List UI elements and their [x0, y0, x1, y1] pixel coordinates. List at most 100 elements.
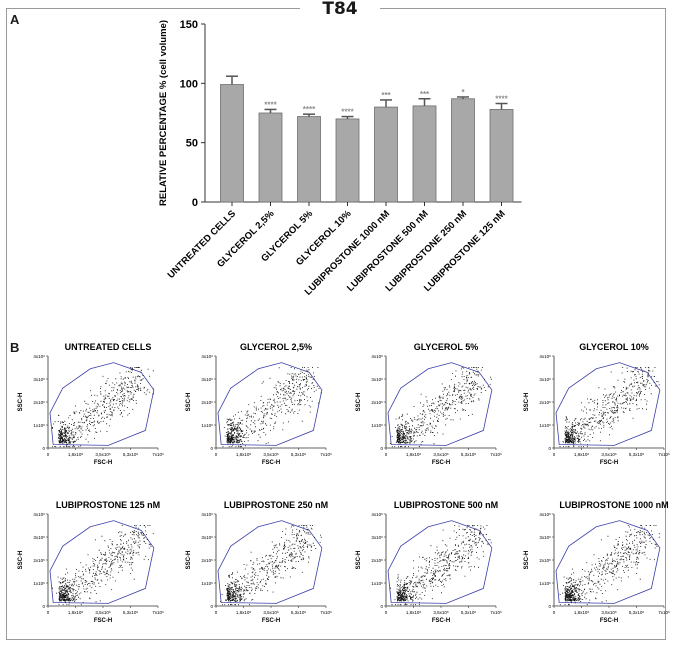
scatter-panel: LUBIPROSTONE 125 nM 0 1x10⁶ 2x10⁶ 3x10⁶ 4x10⁶…: [18, 500, 164, 624]
scatter-y-tick-label: 1x10⁶: [371, 423, 383, 428]
scatter-y-tick-label: 4x10⁶: [539, 354, 551, 359]
scatter-x-tick-label: 7x10⁶: [320, 452, 332, 457]
scatter-events: [220, 525, 322, 606]
y-tick-label: 100: [180, 78, 198, 90]
gate-polygon: [217, 362, 323, 446]
scatter-x-tick-label: 3,5x10⁶: [601, 452, 617, 457]
scatter-title: LUBIPROSTONE 1000 nM: [559, 500, 668, 510]
significance-label: ****: [495, 95, 508, 104]
scatter-y-tick-label: 0: [548, 604, 551, 609]
scatter-y-tick-label: 0: [210, 446, 213, 451]
scatter-x-tick-label: 1,8x10⁶: [236, 610, 252, 615]
scatter-x-label: FSC-H: [94, 618, 112, 624]
scatter-x-tick-label: 3,5x10⁶: [263, 610, 279, 615]
scatter-y-tick-label: 4x10⁶: [201, 512, 213, 517]
scatter-title: LUBIPROSTONE 125 nM: [56, 500, 160, 510]
scatter-y-tick-label: 4x10⁶: [33, 512, 45, 517]
scatter-title: LUBIPROSTONE 250 nM: [224, 500, 328, 510]
scatter-y-tick-label: 0: [548, 446, 551, 451]
scatter-events: [559, 525, 660, 606]
scatter-x-tick-label: 3,5x10⁶: [433, 452, 449, 457]
scatter-x-label: FSC-H: [600, 618, 618, 624]
scatter-x-tick-label: 7x10⁶: [658, 610, 670, 615]
scatter-panel: GLYCEROL 10% 0 1x10⁶ 2x10⁶ 3x10⁶ 4x10⁶ 0 1,8x10…: [524, 342, 670, 466]
scatter-x-label: FSC-H: [600, 460, 618, 466]
bar: [374, 106, 398, 203]
scatter-x-tick-label: 5,3x10⁶: [123, 610, 139, 615]
scatter-title: LUBIPROSTONE 500 nM: [394, 500, 498, 510]
scatter-x-label: FSC-H: [432, 618, 450, 624]
scatter-y-tick-label: 1x10⁶: [33, 581, 45, 586]
scatter-y-label: SSC-H: [524, 551, 530, 570]
scatter-panel: GLYCEROL 2,5% 0 1x10⁶ 2x10⁶ 3x10⁶ 4x10⁶ 0 1,8x1…: [186, 342, 332, 466]
scatter-y-tick-label: 1x10⁶: [201, 423, 213, 428]
scatter-y-tick-label: 3x10⁶: [371, 377, 383, 382]
scatter-x-tick-label: 0: [215, 452, 218, 457]
scatter-y-tick-label: 1x10⁶: [33, 423, 45, 428]
scatter-y-label: SSC-H: [186, 393, 192, 412]
scatter-y-tick-label: 3x10⁶: [33, 377, 45, 382]
scatter-y-tick-label: 0: [380, 446, 383, 451]
scatter-y-tick-label: 0: [380, 604, 383, 609]
x-tick-label: LUBIPROSTONE 125 nM: [422, 208, 508, 294]
scatter-y-tick-label: 1x10⁶: [201, 581, 213, 586]
scatter-y-tick-label: 0: [210, 604, 213, 609]
scatter-y-tick-label: 1x10⁶: [539, 423, 551, 428]
scatter-events: [52, 525, 154, 606]
scatter-x-tick-label: 7x10⁶: [490, 452, 502, 457]
scatter-y-tick-label: 2x10⁶: [33, 400, 45, 405]
scatter-x-tick-label: 5,3x10⁶: [629, 610, 645, 615]
bar: [297, 116, 321, 203]
scatter-y-tick-label: 4x10⁶: [33, 354, 45, 359]
scatter-x-tick-label: 1,8x10⁶: [406, 610, 422, 615]
figure-title: T84: [322, 0, 358, 19]
scatter-x-tick-label: 5,3x10⁶: [629, 452, 645, 457]
scatter-x-tick-label: 0: [47, 452, 50, 457]
bar: [258, 112, 283, 203]
scatter-x-tick-label: 5,3x10⁶: [291, 452, 307, 457]
scatter-y-tick-label: 2x10⁶: [201, 558, 213, 563]
scatter-x-tick-label: 1,8x10⁶: [406, 452, 422, 457]
scatter-x-tick-label: 1,8x10⁶: [574, 610, 590, 615]
scatter-x-tick-label: 3,5x10⁶: [433, 610, 449, 615]
scatter-x-tick-label: 7x10⁶: [490, 610, 502, 615]
scatter-y-tick-label: 4x10⁶: [201, 354, 213, 359]
significance-label: ****: [341, 108, 354, 117]
scatter-y-tick-label: 3x10⁶: [539, 535, 551, 540]
scatter-x-label: FSC-H: [432, 460, 450, 466]
scatter-x-tick-label: 5,3x10⁶: [461, 610, 477, 615]
scatter-y-label: SSC-H: [356, 393, 362, 412]
scatter-y-tick-label: 1x10⁶: [539, 581, 551, 586]
bar: [451, 98, 475, 203]
scatter-events: [559, 367, 660, 448]
panel-a-label: A: [10, 12, 20, 27]
y-tick-label: 150: [180, 19, 198, 31]
gate-polygon: [387, 520, 493, 604]
scatter-events: [390, 367, 492, 448]
scatter-y-tick-label: 3x10⁶: [201, 535, 213, 540]
scatter-y-label: SSC-H: [18, 393, 24, 412]
bar: [489, 109, 514, 203]
panel-b-label: B: [10, 340, 20, 355]
gate-polygon: [49, 520, 155, 604]
scatter-y-label: SSC-H: [186, 551, 192, 570]
scatter-x-label: FSC-H: [262, 460, 280, 466]
scatter-y-tick-label: 3x10⁶: [539, 377, 551, 382]
bar-chart: 0 50 100 150 RELATIVE PERCENTAGE % (cell vol…: [158, 19, 522, 298]
scatter-x-label: FSC-H: [262, 618, 280, 624]
scatter-panel: UNTREATED CELLS 0 1x10⁶ 2x10⁶ 3x10⁶ 4x10⁶ 0 1,8…: [18, 342, 164, 466]
scatter-y-tick-label: 4x10⁶: [539, 512, 551, 517]
scatter-x-tick-label: 0: [553, 610, 556, 615]
gate-polygon: [387, 362, 493, 446]
scatter-x-tick-label: 7x10⁶: [152, 610, 164, 615]
scatter-panel: LUBIPROSTONE 500 nM 0 1x10⁶ 2x10⁶ 3x10⁶ 4x10⁶…: [356, 500, 502, 624]
scatter-x-tick-label: 1,8x10⁶: [68, 610, 84, 615]
scatter-x-tick-label: 1,8x10⁶: [574, 452, 590, 457]
scatter-y-tick-label: 2x10⁶: [33, 558, 45, 563]
scatter-y-tick-label: 2x10⁶: [371, 400, 383, 405]
figure-title-wrap: T84: [300, 0, 380, 18]
scatter-title: UNTREATED CELLS: [65, 342, 152, 352]
scatter-x-tick-label: 3,5x10⁶: [601, 610, 617, 615]
scatter-y-label: SSC-H: [356, 551, 362, 570]
scatter-x-tick-label: 3,5x10⁶: [95, 452, 111, 457]
